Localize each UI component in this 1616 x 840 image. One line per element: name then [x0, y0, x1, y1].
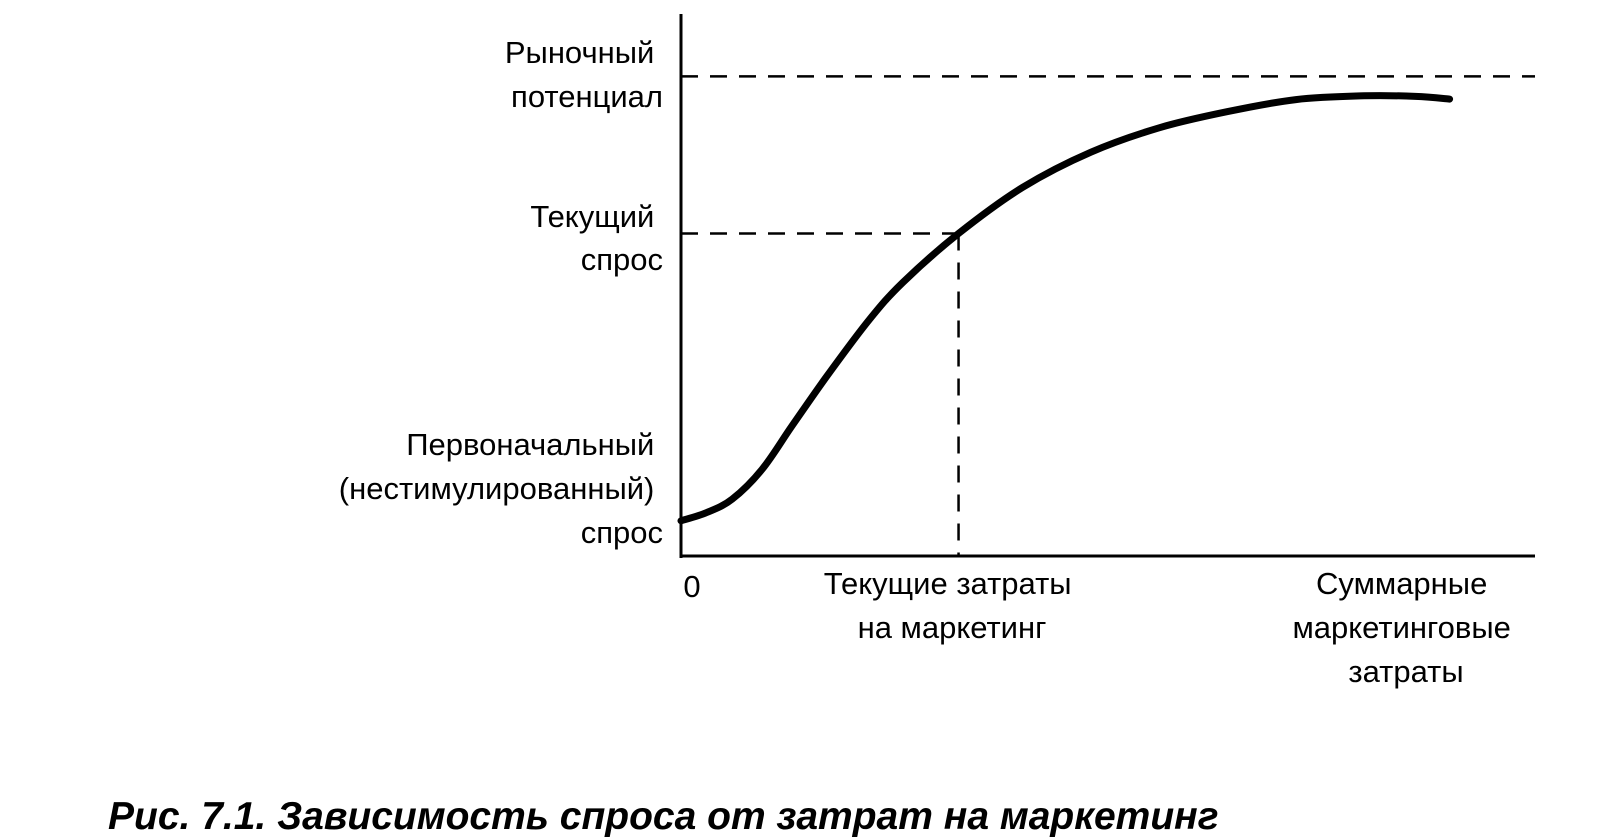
primary-demand-label-line-3: спрос: [581, 515, 663, 550]
figure-caption: Рис. 7.1. Зависимость спроса от затрат н…: [108, 795, 1219, 838]
market-potential-label: Рыночный потенциал: [505, 35, 663, 114]
current-spending-label: Текущие затраты на маркетинг: [824, 566, 1080, 645]
origin-label: 0: [683, 569, 700, 604]
current-spending-label-line-2: на маркетинг: [858, 610, 1047, 645]
total-spending-label-line-3: затраты: [1348, 654, 1463, 689]
market-potential-label-line-1: Рыночный: [505, 35, 655, 70]
total-spending-label-line-1: Суммарные: [1316, 566, 1487, 601]
demand-curve: [677, 92, 1454, 525]
primary-demand-label-line-1: Первоначальный: [406, 427, 654, 462]
current-demand-label-line-2: спрос: [581, 242, 663, 277]
total-spending-label-line-2: маркетинговые: [1292, 610, 1510, 645]
current-demand-label: Текущий спрос: [530, 199, 663, 277]
primary-demand-label-line-2: (нестимулированный): [339, 471, 655, 506]
current-spending-label-line-1: Текущие затраты: [824, 566, 1072, 601]
market-potential-label-line-2: потенциал: [511, 79, 663, 114]
current-demand-label-line-1: Текущий: [530, 199, 654, 234]
primary-demand-label: Первоначальный (нестимулированный) спрос: [339, 427, 663, 550]
total-spending-label: Суммарные маркетинговые затраты: [1292, 566, 1519, 689]
